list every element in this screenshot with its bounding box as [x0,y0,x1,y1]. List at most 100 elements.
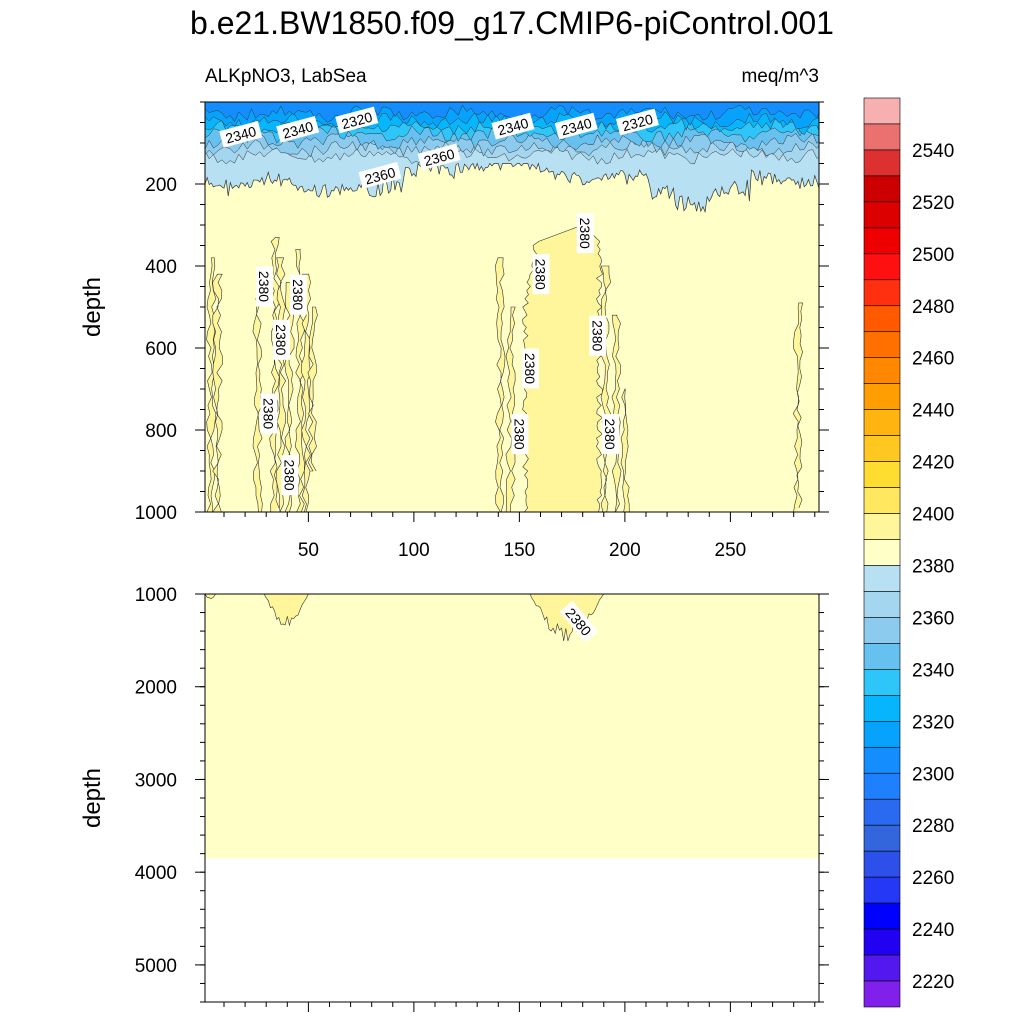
colorbar-swatch [863,279,901,307]
colorbar-swatch [863,487,901,514]
colorbar-swatch [863,772,901,800]
colorbar-label: 2260 [912,868,954,889]
colorbar-label: 2240 [912,920,954,941]
colorbar-swatch [863,928,901,956]
y-tick-label: 400 [145,257,177,278]
contour-label-text: 2380 [511,419,527,450]
contour-line [620,388,630,512]
x-tick-label: 250 [715,540,747,561]
colorbar-swatch [863,850,901,878]
contour-label-text: 2380 [577,218,593,249]
contour-line [792,302,804,512]
lower-panel: 2380 depth 1000 2000 3000 4000 5000 [79,585,829,1012]
colorbar-label: 2320 [912,712,954,733]
colorbar-label: 2360 [912,608,954,629]
contour-label-bg [576,213,594,254]
contour-label-bg [272,319,290,360]
contour-label-text: 2380 [589,320,605,351]
contour-label-bg [511,414,529,455]
colorbar-swatch [863,695,901,722]
contour-label-bg [289,274,307,315]
x-tick-label: 200 [609,540,641,561]
colorbar-swatch [863,123,901,151]
colorbar-swatch [863,513,901,540]
contour-label-text: 2380 [522,353,538,384]
contour-label: 2380 [511,414,529,455]
y-tick-label: 1000 [135,503,177,524]
contour-label-text: 2360 [363,164,397,188]
units-label: meq/m^3 [741,66,819,87]
colorbar-swatch [863,227,901,255]
colorbar-swatch [863,175,901,203]
contour-label-bg [532,254,550,295]
contour-label: 2340 [219,120,263,148]
colorbar-swatch [863,539,901,566]
contour-label-bg [491,112,535,140]
figure-title: b.e21.BW1850.f09_g17.CMIP6-piControl.001 [190,5,834,41]
colorbar-swatch [863,201,901,229]
contour-line [206,257,217,512]
contour-label-text: 2320 [620,111,654,135]
colorbar-label: 2500 [912,245,954,266]
colorbar-swatch [863,305,901,333]
contour-label-bg [256,266,274,307]
contour-label: 2380 [521,348,539,389]
colorbar-swatch [863,617,901,644]
contour-label: 2380 [272,319,290,360]
colorbar-label: 2540 [912,141,954,162]
colorbar-swatch [863,461,901,488]
contour-label-bg [615,108,659,136]
contour-label-text: 2380 [532,259,548,290]
colorbar-label: 2220 [912,972,954,993]
colorbar-swatch [863,746,901,774]
colorbar-swatch [863,149,901,177]
x-tick-label: 100 [398,540,430,561]
contour-label-text: 2380 [273,324,289,355]
x-tick-label: 50 [298,540,319,561]
colorbar-label: 2440 [912,401,954,422]
contour-label: 2380 [602,414,620,455]
contour-label: 2380 [589,315,607,356]
background-fill [205,594,819,859]
contour-label: 2360 [417,143,461,171]
y-tick-label: 2000 [135,678,177,699]
contour-label-bg [554,112,598,140]
contour-field: 2380 [205,594,819,859]
y-tick-label: 4000 [135,863,177,884]
contour-label-bg [219,120,263,148]
contour-label: 2380 [532,254,550,295]
contour-label-text: 2380 [281,460,297,491]
colorbar-label: 2480 [912,297,954,318]
y-axis-label: depth [79,277,106,337]
contour-line [212,273,223,512]
colorbar-label: 2300 [912,764,954,785]
contour-label-bg [281,455,299,496]
contour-label-bg [602,414,620,455]
colorbar-swatch [863,721,901,748]
colorbar-swatch [863,643,901,670]
colorbar-swatch [863,565,901,592]
colorbar-label: 2380 [912,556,954,577]
colorbar-swatch [863,798,901,826]
colorbar-swatch [863,383,901,410]
y-tick-label: 800 [145,421,177,442]
colorbar-swatch [863,357,901,384]
colorbar-swatch [863,591,901,618]
contour-label: 2380 [260,393,278,434]
colorbar-swatch [863,253,901,281]
contour-label-text: 2340 [281,118,315,142]
contour-label-bg [260,393,278,434]
contour-label-text: 2380 [260,398,276,429]
contour-line [294,249,305,512]
contour-label-text: 2380 [290,279,306,310]
contour-label: 2380 [281,455,299,496]
colorbar-swatch [863,435,901,462]
contour-line [495,257,506,512]
contour-label-text: 2340 [224,123,258,147]
y-tick-label: 3000 [135,770,177,791]
contour-line [307,306,318,472]
colorbar: 2540 2520 2500 2480 2460 2440 2420 2400 2380 2360… [863,97,954,1024]
colorbar-swatch [863,980,901,1008]
colorbar-label: 2520 [912,193,954,214]
